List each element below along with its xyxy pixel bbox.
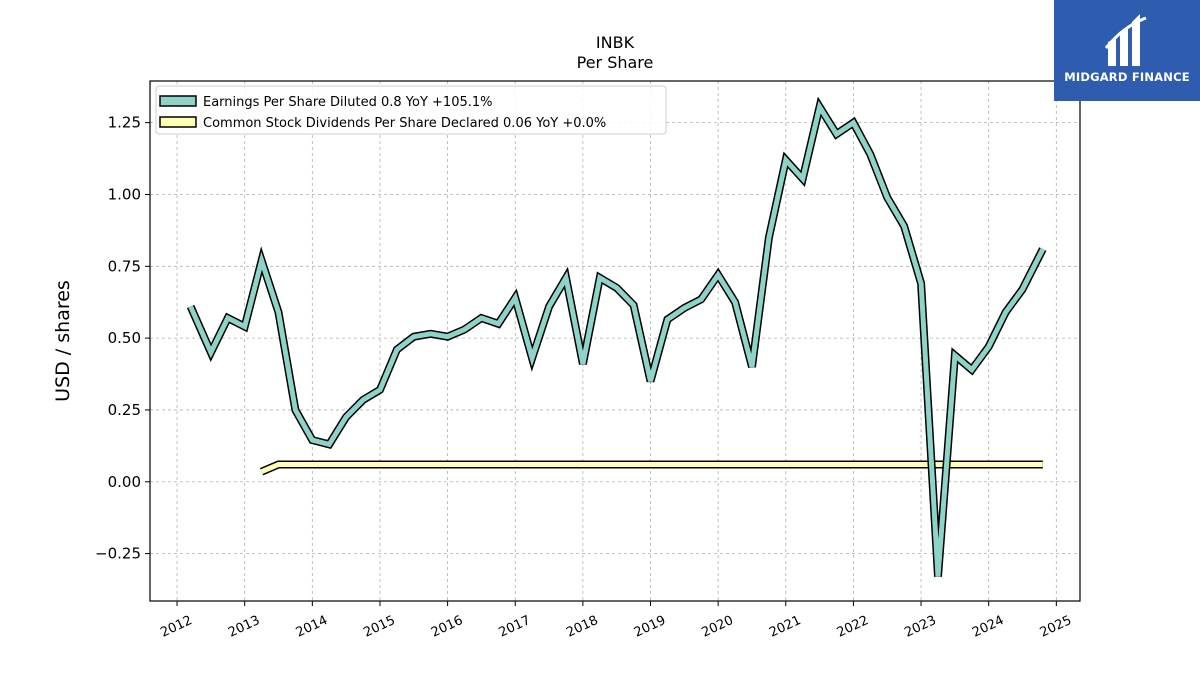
series-line-dividends-per-share: [260, 462, 1043, 474]
legend: Earnings Per Share Diluted 0.8 YoY +105.…: [155, 85, 667, 135]
x-tick-label: 2012: [158, 613, 194, 641]
x-tick-label: 2018: [564, 613, 600, 641]
y-tick-label: −0.25: [95, 545, 141, 563]
chart-title: INBK: [596, 33, 635, 52]
x-tick-label: 2019: [632, 613, 668, 641]
legend-swatch-eps-diluted: [159, 95, 197, 107]
legend-swatch-dividends-per-share: [159, 116, 197, 128]
brand-name: MIDGARD FINANCE: [1064, 70, 1190, 84]
series-layer: [186, 96, 1047, 577]
x-tick-label: 2014: [294, 613, 330, 641]
x-tick-label: 2023: [902, 613, 938, 641]
x-tick-label: 2025: [1038, 613, 1074, 641]
x-axis: 2012 2013 2014 2015 2016 2017 2018 2019 2020 2021…: [158, 601, 1074, 641]
y-tick-label: 1.25: [108, 114, 141, 132]
legend-label-eps-diluted: Earnings Per Share Diluted 0.8 YoY +105.…: [203, 95, 493, 110]
y-axis: −0.25 0.00 0.25 0.50 0.75 1.00 1.25: [95, 114, 150, 563]
x-tick-label: 2024: [970, 613, 1006, 641]
y-tick-label: 0.00: [108, 473, 141, 491]
x-tick-label: 2016: [429, 613, 465, 641]
y-tick-label: 1.00: [108, 185, 141, 203]
x-tick-label: 2022: [835, 613, 871, 641]
x-tick-label: 2020: [700, 613, 736, 641]
chart-subtitle: Per Share: [577, 53, 654, 72]
y-tick-label: 0.75: [108, 257, 141, 275]
legend-box: [155, 85, 667, 135]
legend-label-dividends-per-share: Common Stock Dividends Per Share Declare…: [203, 116, 606, 131]
series-line-eps-diluted: [188, 100, 1046, 577]
x-tick-label: 2015: [361, 613, 397, 641]
y-tick-label: 0.25: [108, 401, 141, 419]
x-tick-label: 2017: [497, 613, 533, 641]
x-tick-label: 2021: [767, 613, 803, 641]
x-tick-label: 2013: [226, 613, 262, 641]
plot-frame: [149, 80, 1081, 602]
series-outline-eps-diluted: [186, 96, 1047, 577]
y-tick-label: 0.50: [108, 329, 141, 347]
brand-mark-icon: [1104, 14, 1147, 66]
brand-logo: MIDGARD FINANCE: [1054, 0, 1200, 101]
y-axis-label: USD / shares: [52, 280, 74, 402]
